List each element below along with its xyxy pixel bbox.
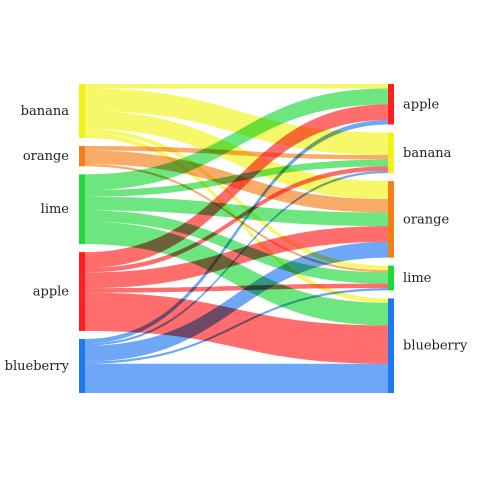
right-node-banana bbox=[388, 132, 394, 174]
flow-apple-to-lime bbox=[85, 283, 388, 293]
left-node-lime bbox=[79, 174, 85, 245]
flow-banana-to-apple bbox=[85, 84, 388, 89]
flow-blueberry-to-orange bbox=[85, 241, 388, 362]
right-label-lime: lime bbox=[403, 271, 432, 286]
left-label-apple: apple bbox=[33, 285, 70, 300]
left-node-banana bbox=[79, 84, 85, 139]
right-node-orange bbox=[388, 181, 394, 258]
flow-blueberry-to-lime bbox=[85, 288, 388, 364]
flow-lime-to-apple bbox=[85, 88, 388, 191]
sankey-flows bbox=[85, 84, 388, 393]
right-node-lime bbox=[388, 265, 394, 291]
flow-orange-to-banana bbox=[85, 146, 388, 160]
right-label-banana: banana bbox=[403, 146, 452, 161]
flow-apple-to-blueberry bbox=[85, 292, 388, 364]
flow-banana-to-orange bbox=[85, 111, 388, 200]
flow-blueberry-to-blueberry bbox=[85, 363, 388, 393]
flow-apple-to-apple bbox=[85, 104, 388, 268]
flow-apple-to-banana bbox=[85, 166, 388, 273]
left-label-banana: banana bbox=[21, 104, 70, 119]
flow-lime-to-orange bbox=[85, 196, 388, 227]
flow-blueberry-to-banana bbox=[85, 170, 388, 346]
right-label-apple: apple bbox=[403, 97, 440, 112]
flow-banana-to-banana bbox=[85, 88, 388, 156]
flow-banana-to-lime bbox=[85, 129, 388, 271]
left-label-orange: orange bbox=[23, 149, 69, 164]
right-label-blueberry: blueberry bbox=[403, 339, 468, 354]
right-label-orange: orange bbox=[403, 212, 449, 227]
left-label-lime: lime bbox=[41, 202, 70, 217]
left-node-orange bbox=[79, 146, 85, 167]
sankey-labels: banana orange lime apple blueberry apple banan… bbox=[5, 97, 468, 374]
right-node-blueberry bbox=[388, 298, 394, 393]
left-node-blueberry bbox=[79, 338, 85, 393]
left-node-apple bbox=[79, 252, 85, 331]
left-label-blueberry: blueberry bbox=[5, 359, 70, 374]
flow-lime-to-lime bbox=[85, 210, 388, 284]
right-node-apple bbox=[388, 84, 394, 125]
sankey-nodes bbox=[79, 84, 394, 393]
flow-blueberry-to-apple bbox=[85, 120, 388, 344]
